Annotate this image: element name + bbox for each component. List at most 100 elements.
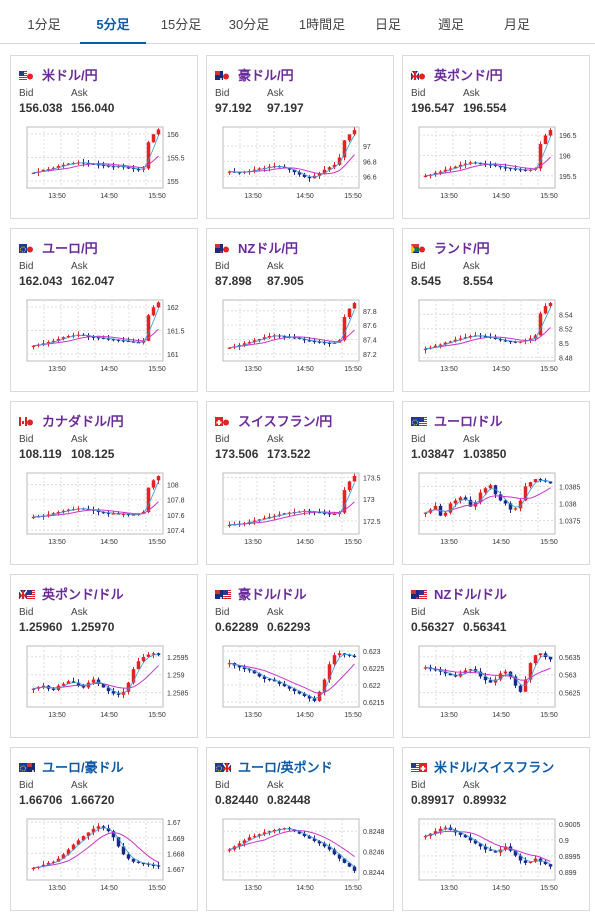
pair-title[interactable]: カナダドル/円: [42, 414, 124, 429]
tab-7[interactable]: 月足: [503, 17, 530, 32]
rate-card[interactable]: 米ドル/円 Bid Ask 156.038 156.040 156 155.5 155 13:5…: [10, 55, 198, 219]
candle-body: [227, 347, 232, 349]
candle-body: [111, 339, 116, 341]
pair-title[interactable]: NZドル/ドル: [434, 587, 507, 602]
candle-body: [116, 837, 121, 847]
y-tick-label: 108: [167, 482, 179, 489]
pair-title[interactable]: 米ドル/円: [42, 68, 98, 83]
currency-flag-icon: [411, 69, 427, 80]
tab-2[interactable]: 15分足: [160, 17, 202, 32]
pair-title[interactable]: 英ポンド/ドル: [42, 587, 124, 602]
pair-title[interactable]: ランド/円: [434, 241, 490, 256]
candle-body: [488, 849, 493, 851]
rate-card[interactable]: スイスフラン/円 Bid Ask 173.506 173.522 173.5 173 172.…: [206, 401, 394, 565]
pair-title[interactable]: 米ドル/スイスフラン: [434, 760, 555, 775]
candle-body: [438, 828, 443, 832]
y-tick-label: 195.5: [559, 174, 577, 181]
pair-title[interactable]: ユーロ/円: [42, 241, 98, 256]
ask-value: 87.905: [267, 274, 304, 288]
y-tick-label: 0.899: [559, 870, 577, 877]
x-tick-label: 15:50: [540, 366, 558, 373]
rate-card[interactable]: 豪ドル/ドル Bid Ask 0.62289 0.62293 0.623 0.6225 0.6…: [206, 574, 394, 738]
rate-card[interactable]: カナダドル/円 Bid Ask 108.119 108.125 108 107.8 107.6…: [10, 401, 198, 565]
pair-title[interactable]: 豪ドル/円: [238, 68, 294, 83]
candle-body: [443, 671, 448, 674]
candle-body: [131, 341, 136, 343]
candle-body: [86, 162, 91, 165]
y-tick-label: 1.2585: [167, 691, 189, 698]
candle-body: [287, 686, 292, 689]
candle-body: [443, 342, 448, 345]
candle-body: [86, 832, 91, 837]
pair-title[interactable]: スイスフラン/円: [238, 414, 333, 429]
candle-body: [131, 167, 136, 170]
candle-body: [227, 849, 232, 851]
price-chart: 1.2595 1.259 1.2585 13:50 14:50 15:50: [11, 643, 199, 739]
candle-body: [141, 656, 146, 662]
pair-title[interactable]: 豪ドル/ドル: [238, 587, 307, 602]
tab-4[interactable]: 1時間足: [298, 17, 346, 32]
candle-body: [76, 840, 81, 845]
rate-card[interactable]: ユーロ/ドル Bid Ask 1.03847 1.03850 1.0385 1.038 1.0…: [402, 401, 590, 565]
rate-card[interactable]: 英ポンド/ドル Bid Ask 1.25960 1.25970 1.2595 1.259 1.…: [10, 574, 198, 738]
pair-title[interactable]: ユーロ/英ポンド: [238, 760, 333, 775]
rate-card[interactable]: 英ポンド/円 Bid Ask 196.547 196.554 196.5 196 195.5 1…: [402, 55, 590, 219]
pair-title[interactable]: ユーロ/豪ドル: [42, 760, 124, 775]
candle-body: [51, 340, 56, 343]
candle-body: [342, 140, 347, 158]
x-tick-label: 15:50: [540, 712, 558, 719]
candle-body: [332, 849, 337, 855]
x-tick-label: 13:50: [244, 539, 262, 546]
candle-body: [31, 516, 36, 519]
tab-5[interactable]: 日足: [374, 17, 401, 32]
x-tick-label: 13:50: [48, 539, 66, 546]
pair-title[interactable]: NZドル/円: [238, 241, 298, 256]
tab-1[interactable]: 5分足: [80, 0, 146, 44]
candle-body: [46, 342, 51, 344]
candle-body: [423, 348, 428, 351]
y-tick-label: 0.5625: [559, 691, 581, 698]
rate-card[interactable]: 豪ドル/円 Bid Ask 97.192 97.197 97 96.8 96.6 13:50 14…: [206, 55, 394, 219]
pair-title[interactable]: 英ポンド/円: [434, 68, 503, 83]
candle-body: [136, 342, 141, 344]
ask-value: 97.197: [267, 101, 304, 115]
candle-body: [156, 865, 161, 867]
candle-body: [267, 831, 272, 833]
candle-body: [468, 837, 473, 841]
rate-card[interactable]: ユーロ/豪ドル Bid Ask 1.66706 1.66720 1.67 1.669 1.66…: [10, 747, 198, 911]
candle-body: [528, 861, 533, 863]
rate-card[interactable]: NZドル/ドル Bid Ask 0.56327 0.56341 0.5635 0.563 0.…: [402, 574, 590, 738]
rate-card[interactable]: ランド/円 Bid Ask 8.545 8.554 8.54 8.52 8.5 8.48 13:5…: [402, 228, 590, 392]
rate-card[interactable]: NZドル/円 Bid Ask 87.898 87.905 87.8 87.6 87.4 87.2…: [206, 228, 394, 392]
candle-body: [347, 308, 352, 318]
candle-body: [543, 135, 548, 145]
rate-card[interactable]: ユーロ/英ポンド Bid Ask 0.82440 0.82448 0.8248 0.8246…: [206, 747, 394, 911]
price-chart: 108 107.8 107.6 107.4 13:50 14:50 15:50: [11, 470, 199, 566]
bid-label: Bid: [215, 261, 230, 272]
bid-label: Bid: [19, 261, 34, 272]
rate-card[interactable]: 米ドル/スイスフラン Bid Ask 0.89917 0.89932 0.9005 0.9 0…: [402, 747, 590, 911]
candle-body: [106, 338, 111, 340]
candle-body: [257, 339, 262, 341]
ask-value: 8.554: [463, 274, 494, 288]
candle-body: [473, 840, 478, 844]
pair-title[interactable]: ユーロ/ドル: [434, 414, 503, 429]
candle-body: [257, 673, 262, 677]
tab-0[interactable]: 1分足: [27, 17, 61, 32]
tab-3[interactable]: 30分足: [228, 17, 270, 32]
candle-body: [463, 834, 468, 838]
ask-value: 173.522: [267, 447, 311, 461]
x-tick-label: 15:50: [148, 885, 166, 892]
bid-label: Bid: [215, 607, 230, 618]
price-chart: 0.623 0.6225 0.622 0.6215 13:50 14:50 15:50: [207, 643, 395, 739]
candle-body: [548, 656, 553, 660]
candle-body: [66, 681, 71, 684]
tab-6[interactable]: 週足: [437, 17, 464, 32]
x-tick-label: 15:50: [148, 712, 166, 719]
candle-body: [297, 831, 302, 834]
candle-body: [302, 693, 307, 697]
y-tick-label: 0.8248: [363, 829, 385, 836]
rate-card[interactable]: ユーロ/円 Bid Ask 162.043 162.047 162 161.5 161 13:5…: [10, 228, 198, 392]
ask-value: 196.554: [463, 101, 507, 115]
y-tick-label: 0.9005: [559, 822, 581, 829]
